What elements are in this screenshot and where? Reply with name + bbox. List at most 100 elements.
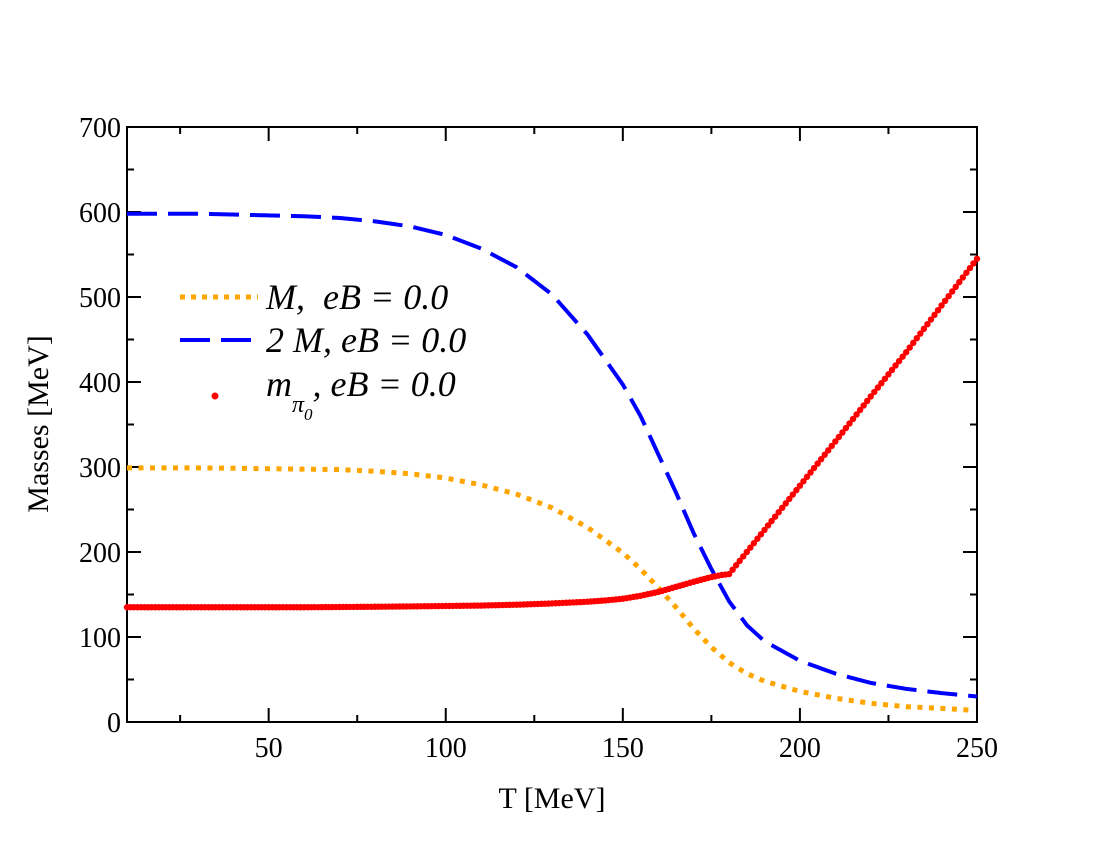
data-point (810, 464, 818, 472)
data-point (867, 393, 874, 400)
data-point (800, 478, 807, 485)
data-point (906, 344, 913, 351)
data-point (910, 339, 917, 347)
data-point (839, 429, 846, 436)
data-point (895, 357, 903, 365)
data-point (881, 375, 889, 382)
series-mpi0 (123, 255, 981, 611)
data-point (899, 353, 906, 360)
x-tick-labels: 50 100 150 200 250 (255, 733, 998, 764)
data-point (945, 292, 952, 300)
y-tick-label: 300 (79, 453, 121, 484)
data-point (853, 411, 860, 418)
y-axis-title: Masses [MeV] (22, 335, 55, 512)
data-point (973, 255, 981, 262)
data-point (892, 362, 899, 369)
data-point (952, 283, 959, 290)
y-tick-label: 100 (79, 623, 121, 654)
data-point (757, 531, 765, 538)
legend-mpi-m: m (266, 364, 292, 404)
data-point (842, 424, 850, 432)
y-tick-label: 400 (79, 368, 121, 399)
axis-ticks (127, 126, 978, 723)
y-tick-labels: 0 100 200 300 400 500 600 700 (79, 113, 121, 739)
data-point (885, 371, 892, 378)
data-point (817, 455, 825, 463)
data-point (779, 504, 786, 511)
data-point (786, 495, 793, 503)
data-point (934, 306, 942, 314)
data-point (913, 335, 920, 342)
data-point (793, 486, 800, 494)
data-point (938, 302, 945, 309)
data-point (920, 325, 928, 333)
data-point (860, 402, 867, 409)
data-point (768, 517, 775, 525)
data-point (856, 406, 864, 414)
data-point (761, 526, 768, 534)
data-point (888, 366, 896, 374)
legend-mpi-sub-pi: π (292, 392, 305, 418)
x-tick-label: 100 (425, 733, 467, 764)
data-point (743, 548, 750, 556)
data-point (782, 500, 789, 507)
data-point (931, 311, 938, 319)
y-tick-label: 500 (79, 283, 121, 314)
data-point (750, 539, 758, 547)
data-point (732, 562, 740, 569)
data-point (740, 553, 747, 560)
data-point (803, 473, 811, 481)
y-tick-label: 200 (79, 538, 121, 569)
y-tick-label: 600 (79, 198, 121, 229)
data-point (736, 557, 743, 565)
data-point (846, 420, 853, 427)
data-point (814, 460, 821, 467)
x-tick-label: 150 (602, 733, 644, 764)
x-axis-title: T [MeV] (499, 782, 606, 815)
data-point (729, 566, 736, 573)
data-point (970, 260, 977, 267)
x-tick-label: 50 (255, 733, 283, 764)
data-point (956, 278, 963, 286)
legend: M, eB = 0.0 2 M, eB = 0.0 mπ0, eB = 0.0 (180, 277, 466, 424)
data-point (941, 297, 949, 305)
data-point (754, 535, 761, 542)
legend-label-2M: 2 M, eB = 0.0 (266, 320, 466, 360)
data-point (878, 379, 885, 387)
data-point (927, 316, 935, 323)
x-tick-label: 200 (779, 733, 821, 764)
legend-label-M: M, eB = 0.0 (265, 277, 448, 317)
data-point (725, 570, 733, 578)
data-point (796, 482, 804, 489)
data-point (835, 433, 843, 441)
data-point (828, 442, 835, 450)
data-point (966, 264, 974, 272)
legend-symbol-marker (211, 392, 219, 400)
data-point (917, 330, 924, 337)
data-point (771, 513, 779, 520)
data-point (775, 509, 782, 516)
data-point (963, 269, 970, 276)
data-point (747, 544, 754, 551)
data-point (874, 384, 882, 391)
data-point (821, 451, 828, 458)
data-point (902, 349, 910, 356)
data-point (764, 522, 772, 529)
legend-mpi-rest: , eB = 0.0 (313, 364, 456, 404)
data-point (949, 288, 956, 295)
legend-mpi-sub-0: 0 (304, 405, 313, 424)
data-point (924, 321, 931, 328)
y-tick-label: 700 (79, 113, 121, 144)
data-point (864, 397, 871, 405)
data-point (849, 415, 857, 423)
data-point (825, 447, 832, 454)
series-2M (127, 211, 978, 699)
series-layer (123, 211, 981, 713)
data-point (807, 469, 814, 476)
series-M (127, 465, 971, 713)
data-point (959, 274, 967, 281)
data-point (871, 388, 878, 396)
data-point (832, 438, 839, 445)
data-point (789, 491, 797, 498)
